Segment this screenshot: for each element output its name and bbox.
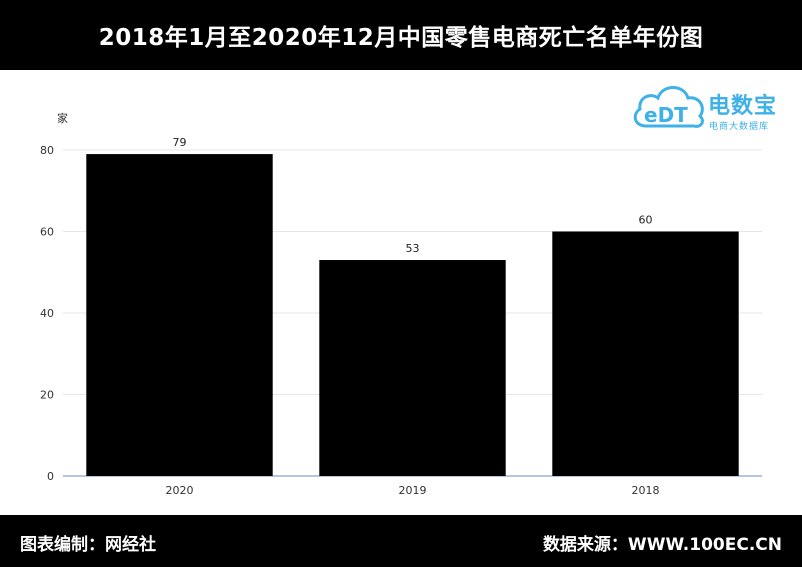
y-tick-label: 60: [40, 226, 54, 239]
bar-2018: [552, 231, 739, 476]
cloud-logo-icon: eDT: [633, 86, 704, 128]
bar-chart: 0 20 40 60 80 79 2020 53 2019 60 2018 家: [40, 111, 762, 497]
x-tick-label-2018: 2018: [632, 484, 660, 497]
data-label-2020: 79: [173, 136, 187, 149]
y-tick-label: 80: [40, 144, 54, 157]
edt-logo: eDT 电数宝 电商大数据库: [632, 74, 797, 134]
logo-icon-text: eDT: [644, 103, 688, 127]
bars: [86, 154, 739, 476]
footer-credit: 图表编制：网经社: [20, 535, 156, 555]
bar-2019: [319, 260, 506, 476]
y-tick-label: 20: [40, 389, 54, 402]
labels: 0 20 40 60 80 79 2020 53 2019 60 2018: [40, 136, 660, 497]
logo-name: 电数宝: [708, 94, 778, 119]
bar-2020: [86, 154, 273, 476]
data-label-2018: 60: [639, 214, 653, 227]
logo-subtitle: 电商大数据库: [709, 122, 770, 132]
y-axis-unit-label: 家: [57, 111, 68, 125]
x-tick-label-2020: 2020: [166, 484, 194, 497]
y-tick-label: 40: [40, 307, 54, 320]
data-label-2019: 53: [406, 242, 420, 255]
y-tick-label: 0: [47, 470, 54, 483]
footer-source: 数据来源：WWW.100EC.CN: [542, 535, 782, 555]
chart-title: 2018年1月至2020年12月中国零售电商死亡名单年份图: [98, 25, 704, 51]
chart-title-banner: 2018年1月至2020年12月中国零售电商死亡名单年份图: [0, 0, 802, 70]
x-tick-label-2019: 2019: [399, 484, 427, 497]
footer-bar: 图表编制：网经社 数据来源：WWW.100EC.CN: [0, 515, 802, 567]
